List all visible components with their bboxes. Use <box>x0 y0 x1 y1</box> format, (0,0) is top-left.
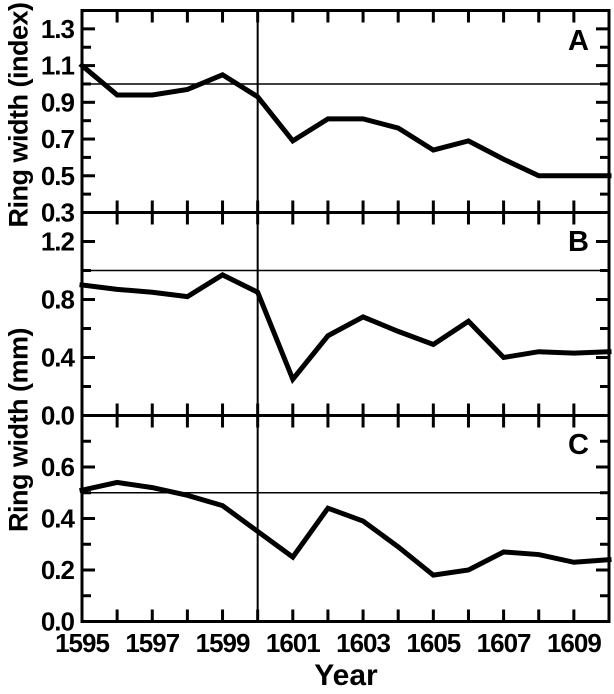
x-tick-label: 1603 <box>336 628 390 658</box>
y-axis-title-mm: Ring width (mm) <box>3 328 34 532</box>
panel-label-c: C <box>568 429 589 461</box>
x-tick-label: 1599 <box>196 628 250 658</box>
y-tick-label: 1.1 <box>41 51 75 81</box>
x-tick-label: 1601 <box>266 628 320 658</box>
y-tick-label: 0.8 <box>41 285 75 315</box>
y-tick-label: 0.0 <box>41 607 75 637</box>
x-tick-label: 1609 <box>547 628 601 658</box>
y-tick-label: 0.6 <box>41 452 75 482</box>
y-tick-label: 0.3 <box>41 198 75 228</box>
y-tick-label: 1.3 <box>41 14 75 44</box>
panel-label-b: B <box>568 226 589 258</box>
y-tick-label: 0.0 <box>41 401 75 431</box>
x-axis-title: Year <box>314 659 378 692</box>
y-tick-label: 0.9 <box>41 87 75 117</box>
x-tick-label: 1607 <box>477 628 531 658</box>
panel-frame <box>80 211 611 417</box>
y-tick-label: 0.5 <box>41 161 75 191</box>
ring-width-series-a <box>78 62 612 179</box>
y-tick-label: 0.4 <box>41 504 76 534</box>
y-tick-label: 0.4 <box>41 343 76 373</box>
x-tick-label: 1605 <box>406 628 460 658</box>
panel-label-a: A <box>568 25 589 57</box>
y-tick-label: 0.7 <box>41 124 75 154</box>
y-tick-label: 0.2 <box>41 555 75 585</box>
x-tick-label: 1595 <box>55 628 109 658</box>
panel-frame <box>80 9 611 214</box>
ring-width-series-c <box>79 479 612 578</box>
x-tick-label: 1597 <box>125 628 179 658</box>
panel-frame <box>80 414 611 623</box>
ring-width-series-b <box>79 271 612 385</box>
y-tick-label: 1.2 <box>41 227 75 257</box>
y-axis-title-index: Ring width (index) <box>3 2 34 228</box>
